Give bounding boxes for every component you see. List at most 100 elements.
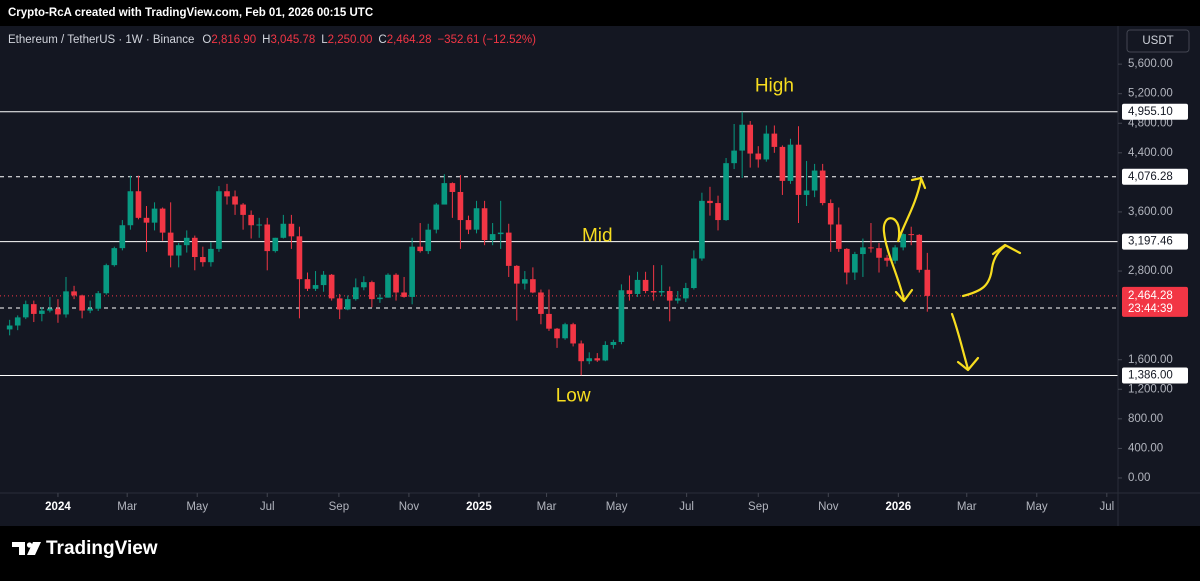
candle-body	[618, 290, 625, 342]
ohlc-value: 3,045.78	[270, 34, 315, 46]
candle-body	[642, 279, 649, 292]
y-tick-label: 0.00	[1128, 472, 1150, 484]
x-tick-label: Jul	[260, 501, 275, 513]
x-tick-label: Sep	[329, 501, 349, 513]
candle-body	[6, 325, 13, 330]
candle-body	[240, 204, 246, 215]
candle-body	[320, 274, 327, 286]
candle-body	[393, 274, 399, 293]
candle-body	[433, 204, 440, 230]
candle-body	[835, 224, 842, 249]
candle-body	[336, 298, 343, 310]
candle-body	[707, 200, 713, 204]
ohlc-label: L	[321, 34, 328, 46]
x-tick-label: 2026	[886, 501, 912, 513]
candle-body	[119, 225, 126, 249]
candle-body	[87, 308, 93, 311]
brand: TradingView	[46, 538, 158, 559]
candle-body	[513, 265, 520, 284]
candle-body	[288, 223, 295, 237]
y-tick-label: 2,800.00	[1128, 265, 1173, 277]
candle-body	[79, 295, 85, 311]
last-price-label: 2,464.28	[1128, 290, 1173, 302]
candle-body	[755, 153, 762, 160]
candle-body	[562, 324, 568, 339]
candle-body	[111, 248, 118, 266]
candle-body	[626, 290, 633, 294]
candle-body	[819, 170, 826, 204]
candle-body	[95, 293, 102, 309]
candle-body	[135, 191, 142, 218]
ohlc-value: 2,464.28	[387, 34, 432, 46]
candle-body	[594, 358, 601, 361]
candle-body	[650, 291, 657, 293]
x-tick-label: Jul	[679, 501, 694, 513]
candle-body	[401, 292, 407, 297]
candle-body	[843, 248, 850, 273]
candle-body	[208, 248, 214, 263]
candle-body	[296, 236, 303, 280]
level-tag	[1122, 168, 1188, 185]
candle-body	[674, 298, 681, 301]
candle-body	[715, 203, 721, 221]
candle-body	[763, 133, 770, 160]
x-tick-label: 2024	[45, 501, 71, 513]
drawn-arrows	[882, 176, 1022, 372]
y-tick-label: 800.00	[1128, 413, 1163, 425]
candle-body	[924, 269, 931, 296]
candle-body	[409, 246, 415, 297]
candle-body	[63, 291, 69, 315]
candle-body	[868, 247, 874, 249]
candle-body	[586, 358, 593, 362]
y-tick-label: 3,600.00	[1128, 206, 1173, 218]
candle-body	[489, 234, 496, 241]
candle-body	[811, 170, 818, 191]
ohlc-label: O	[202, 34, 211, 46]
candle-body	[71, 291, 77, 296]
annotation: High	[755, 75, 794, 96]
candle-body	[610, 341, 617, 345]
candle-body	[216, 191, 222, 249]
candle-body	[441, 183, 448, 205]
arrow-head	[991, 243, 1022, 256]
candle-body	[892, 247, 898, 261]
currency-label[interactable]: USDT	[1142, 35, 1173, 47]
ohlc-label: H	[262, 34, 270, 46]
candle-body	[55, 308, 61, 315]
candle-body	[191, 237, 198, 258]
candle-body	[546, 313, 552, 329]
annotation: Mid	[582, 225, 613, 246]
y-tick-label: 4,800.00	[1128, 117, 1173, 129]
x-tick-label: Mar	[117, 501, 137, 513]
candle-body	[167, 232, 174, 256]
x-tick-label: Jul	[1099, 501, 1114, 513]
chart-background	[0, 26, 1200, 526]
x-tick-label: May	[606, 501, 628, 513]
candle-body	[224, 191, 230, 197]
candle-body	[361, 282, 367, 288]
candle-body	[30, 304, 37, 314]
candle-body	[264, 224, 271, 252]
candle-body	[14, 317, 21, 326]
candle-body	[159, 208, 166, 233]
axes: 0.00 400.00 800.00 1,200.00 1,600.00 2,800.00…	[45, 58, 1173, 513]
candle-body	[369, 282, 375, 300]
ohlc-value: 2,250.00	[328, 34, 373, 46]
candle-body	[47, 308, 53, 311]
candle-body	[473, 208, 480, 230]
x-tick-label: Mar	[957, 501, 977, 513]
price-tags: 4,955.104,076.283,197.462,300.701,386.00…	[1122, 103, 1188, 384]
candle-body	[916, 234, 923, 270]
candle-body	[465, 220, 472, 230]
candle-body	[827, 203, 834, 225]
levels	[0, 111, 1118, 377]
candle-body	[634, 279, 641, 294]
change: −352.61 (−12.52%)	[437, 34, 536, 46]
candle-body	[425, 229, 432, 252]
currency-button[interactable]	[1126, 29, 1190, 53]
y-tick-label: 1,200.00	[1128, 383, 1173, 395]
ohlc-value: 2,816.90	[211, 34, 256, 46]
candle-body	[666, 291, 673, 301]
candle-body	[497, 232, 504, 235]
candle-body	[22, 304, 29, 318]
